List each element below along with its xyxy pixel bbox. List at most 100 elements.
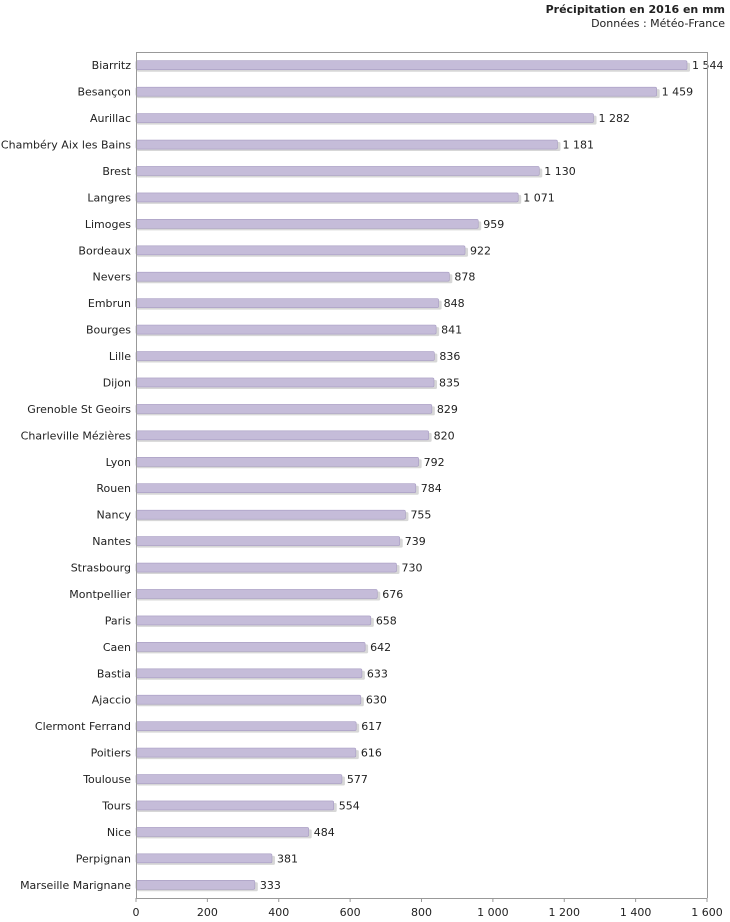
category-label: Nevers (92, 271, 131, 284)
category-label: Besançon (77, 86, 131, 99)
value-label: 820 (434, 429, 455, 442)
category-label: Nancy (97, 509, 132, 522)
value-label: 792 (424, 456, 445, 469)
bar (135, 562, 397, 573)
value-label: 616 (361, 747, 382, 760)
x-ticks-group: 0 200 400 600 800 1 000 1 200 1 400 1 600 (133, 898, 723, 919)
value-label: 730 (402, 562, 423, 575)
value-label: 922 (470, 244, 491, 257)
bar (135, 827, 310, 837)
x-tick-label: 1 000 (477, 906, 509, 919)
bar (135, 800, 335, 811)
bar (135, 589, 378, 599)
category-label: Perpignan (76, 852, 131, 865)
bar (135, 747, 357, 758)
category-label: Bastia (97, 667, 131, 680)
category-label: Nantes (92, 535, 131, 548)
category-label: Strasbourg (71, 562, 131, 575)
bar (135, 86, 657, 97)
category-label: Aurillac (90, 112, 131, 125)
bar (135, 219, 479, 229)
bar (135, 271, 450, 282)
category-label: Charleville Mézières (21, 429, 132, 442)
category-label: Rouen (96, 482, 131, 495)
value-label: 617 (361, 720, 382, 733)
value-label: 739 (405, 535, 426, 548)
bar (135, 298, 439, 308)
value-label: 577 (347, 773, 368, 786)
chart-title: Précipitation en 2016 en mm (545, 3, 725, 16)
value-label: 554 (339, 799, 360, 812)
category-label: Grenoble St Geoirs (27, 403, 131, 416)
category-label: Dijon (103, 376, 131, 389)
category-label: Caen (103, 641, 131, 654)
bar (135, 139, 558, 150)
bar (135, 879, 256, 890)
value-label: 835 (439, 376, 460, 389)
value-label: 484 (314, 826, 335, 839)
bar (135, 192, 519, 203)
category-label: Ajaccio (92, 694, 131, 707)
category-label: Lyon (106, 456, 131, 469)
x-tick-label: 800 (411, 906, 432, 919)
value-label: 1 071 (523, 191, 555, 204)
bar (135, 351, 435, 361)
category-label: Paris (105, 614, 131, 627)
bar (135, 456, 419, 467)
bar (135, 166, 540, 176)
category-label: Embrun (88, 297, 131, 310)
bar (135, 642, 366, 652)
bar (135, 430, 429, 441)
category-label: Chambéry Aix les Bains (1, 139, 131, 152)
value-label: 1 181 (562, 139, 594, 152)
bar (135, 60, 688, 71)
bar (135, 721, 357, 731)
value-label: 784 (421, 482, 442, 495)
category-label: Marseille Marignane (20, 879, 131, 892)
value-label: 878 (454, 271, 475, 284)
category-label: Clermont Ferrand (35, 720, 131, 733)
value-label: 381 (277, 852, 298, 865)
x-tick-label: 1 400 (620, 906, 652, 919)
bar (135, 615, 372, 626)
bar (135, 774, 343, 784)
bar (135, 668, 363, 679)
value-label: 836 (439, 350, 460, 363)
category-label: Poitiers (91, 747, 132, 760)
x-tick-label: 400 (268, 906, 289, 919)
bar (135, 483, 417, 494)
bar (135, 377, 435, 388)
x-tick-label: 1 600 (691, 906, 723, 919)
category-label: Montpellier (69, 588, 131, 601)
value-label: 630 (366, 694, 387, 707)
bar (135, 694, 362, 705)
category-label: Lille (109, 350, 131, 363)
bar (135, 509, 406, 520)
bar (135, 404, 433, 414)
category-label: Tours (101, 799, 131, 812)
category-label: Bourges (86, 324, 131, 337)
value-label: 848 (444, 297, 465, 310)
value-label: 755 (410, 509, 431, 522)
category-label: Nice (107, 826, 131, 839)
bar (135, 853, 273, 864)
category-label: Brest (102, 165, 131, 178)
value-label: 1 282 (599, 112, 631, 125)
bar (135, 324, 437, 335)
value-label: 658 (376, 614, 397, 627)
x-tick-label: 1 200 (549, 906, 581, 919)
chart-subtitle: Données : Météo-France (591, 17, 725, 30)
bar (135, 245, 466, 256)
value-label: 1 130 (544, 165, 576, 178)
value-label: 959 (483, 218, 504, 231)
value-label: 676 (382, 588, 403, 601)
bar (135, 113, 594, 123)
category-label: Biarritz (92, 59, 132, 72)
value-label: 642 (370, 641, 391, 654)
category-label: Langres (87, 191, 131, 204)
value-label: 841 (441, 324, 462, 337)
category-label: Bordeaux (78, 244, 131, 257)
value-label: 829 (437, 403, 458, 416)
